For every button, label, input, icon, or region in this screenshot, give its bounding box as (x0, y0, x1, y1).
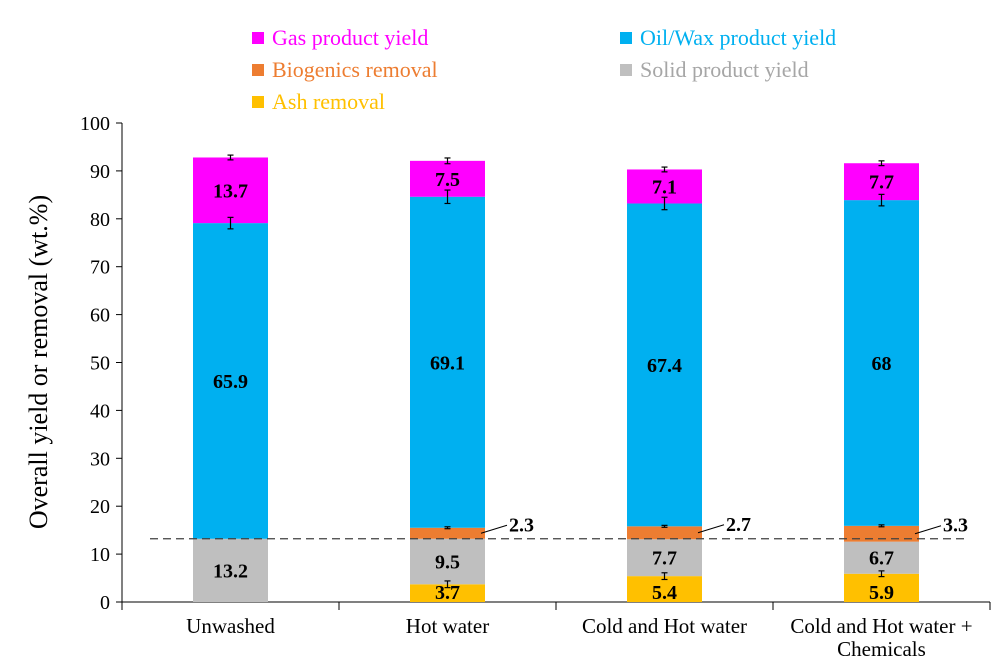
legend-swatch-solid (620, 64, 632, 76)
legend-swatch-ash (252, 96, 264, 108)
data-label-solid: 6.7 (869, 548, 894, 570)
legend-item-solid: Solid product yield (620, 57, 809, 83)
data-label-ash: 5.9 (869, 582, 894, 604)
x-tick-label: Cold and Hot water + (790, 614, 972, 638)
legend-label-gas: Gas product yield (272, 25, 429, 50)
bar-segment-oil (410, 196, 485, 528)
y-tick-label: 100 (80, 113, 110, 135)
legend-label-ash: Ash removal (272, 89, 386, 114)
bar-segment-ash (844, 573, 919, 602)
bar-segment-biogenics (844, 525, 919, 542)
legend-item-oil: Oil/Wax product yield (620, 25, 836, 51)
data-label-oil: 65.9 (213, 371, 248, 393)
y-tick-label: 60 (90, 305, 110, 327)
data-label-gas: 7.1 (652, 176, 677, 198)
x-tick-label: Unwashed (186, 614, 275, 638)
bar-segment-ash (410, 584, 485, 602)
data-label-leader (480, 524, 508, 534)
legend-swatch-gas (252, 32, 264, 44)
data-label-gas: 7.7 (869, 172, 894, 194)
data-label-ash: 3.7 (435, 582, 460, 604)
y-tick-label: 40 (90, 400, 110, 422)
data-label-solid: 13.2 (213, 560, 248, 582)
x-tick-label: Hot water (406, 614, 489, 638)
legend-label-biogenics: Biogenics removal (272, 57, 438, 82)
data-label-gas: 7.5 (435, 169, 460, 191)
data-label-leader (914, 525, 942, 535)
bar-segment-solid (844, 541, 919, 574)
y-tick-label: 50 (90, 353, 110, 375)
data-labels-layer: 13.2 65.9 13.7 3.7 9.5 2.3 69.1 7.5 5.4 7.7 2.7 67.… (213, 169, 968, 604)
bar-segment-ash (627, 576, 702, 602)
legend-item-biogenics: Biogenics removal (252, 57, 438, 83)
legend-label-oil: Oil/Wax product yield (640, 25, 837, 50)
y-tick-label: 0 (100, 592, 110, 614)
bar-segment-solid (193, 538, 268, 602)
data-label-leader (697, 524, 725, 534)
x-tick-label: Chemicals (837, 637, 926, 661)
bar-segment-biogenics (627, 526, 702, 540)
y-tick-label: 80 (90, 209, 110, 231)
data-label-ash: 5.4 (652, 582, 677, 604)
error-bars-layer (227, 154, 885, 589)
data-label-biogenics: 3.3 (943, 515, 968, 537)
x-tick-label: Cold and Hot water (582, 614, 747, 638)
legend-item-ash: Ash removal (252, 89, 385, 115)
legend-swatch-oil (620, 32, 632, 44)
bar-segment-oil (627, 203, 702, 527)
legend-swatch-biogenics (252, 64, 264, 76)
bar-segment-gas (193, 157, 268, 224)
data-label-solid: 7.7 (652, 548, 677, 570)
data-label-oil: 67.4 (647, 355, 682, 377)
bar-segment-oil (193, 223, 268, 539)
y-tick-label: 90 (90, 161, 110, 183)
y-axis-title: Overall yield or removal (wt.%) (24, 195, 53, 529)
data-label-biogenics: 2.7 (726, 514, 751, 536)
legend-label-solid: Solid product yield (640, 57, 809, 82)
bar-segment-solid (410, 538, 485, 585)
data-label-oil: 69.1 (430, 352, 465, 374)
bar-segment-oil (844, 200, 919, 526)
bar-segment-biogenics (410, 527, 485, 539)
y-tick-label: 30 (90, 448, 110, 470)
bars-layer (193, 157, 919, 602)
data-label-oil: 68 (872, 353, 892, 375)
legend-item-gas: Gas product yield (252, 25, 428, 51)
data-label-gas: 13.7 (213, 180, 248, 202)
y-tick-label: 20 (90, 496, 110, 518)
data-label-biogenics: 2.3 (509, 514, 534, 536)
y-tick-label: 70 (90, 257, 110, 279)
data-label-solid: 9.5 (435, 552, 460, 574)
y-tick-label: 10 (90, 544, 110, 566)
bar-segment-solid (627, 539, 702, 577)
